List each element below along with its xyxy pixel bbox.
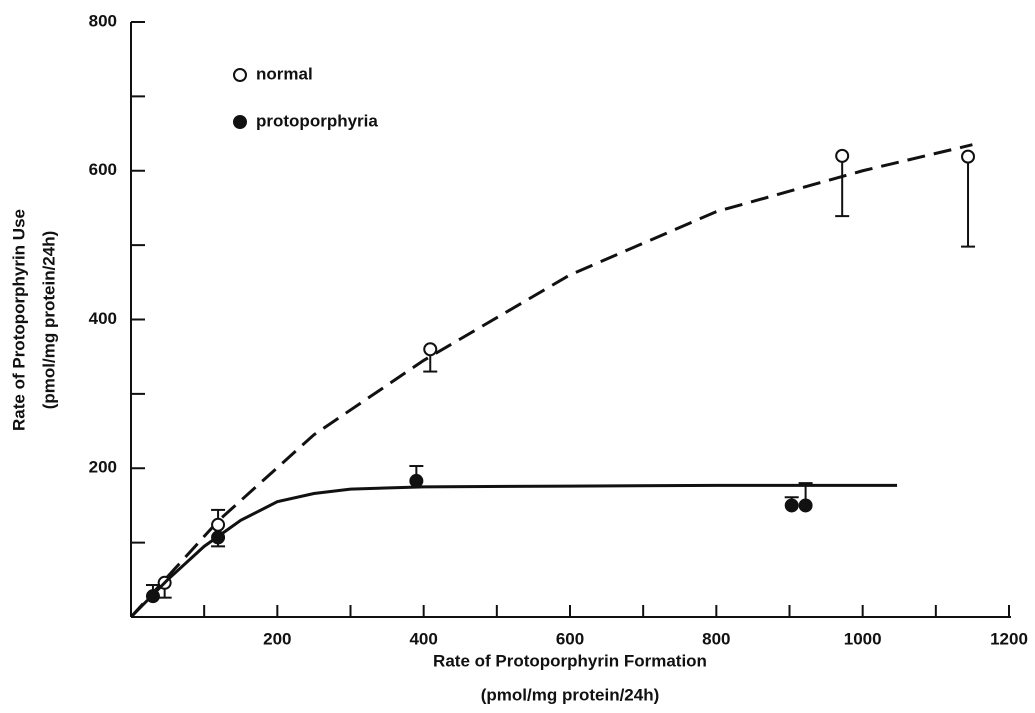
data-point	[798, 498, 813, 513]
data-point	[409, 473, 424, 488]
x-tick-label: 200	[263, 629, 291, 648]
x-tick-label: 600	[556, 629, 584, 648]
y-tick-label: 400	[89, 309, 117, 328]
x-tick-label: 1200	[990, 629, 1028, 648]
y-axis-label: (pmol/mg protein/24h)	[39, 231, 58, 410]
data-point	[835, 148, 850, 163]
legend-marker	[233, 68, 247, 82]
legend-marker	[233, 115, 247, 129]
x-tick-label: 400	[409, 629, 437, 648]
data-point	[423, 342, 438, 357]
legend-label: protoporphyria	[256, 111, 378, 130]
data-point	[211, 530, 226, 545]
x-axis-label: Rate of Protoporphyrin Formation	[433, 651, 707, 670]
x-tick-label: 800	[702, 629, 730, 648]
x-axis-label: (pmol/mg protein/24h)	[481, 685, 660, 704]
data-point	[211, 517, 226, 532]
data-point	[961, 149, 976, 164]
y-tick-label: 800	[89, 11, 117, 30]
y-tick-label: 600	[89, 160, 117, 179]
y-axis-label: Rate of Protoporphyrin Use	[9, 209, 28, 431]
x-tick-label: 1000	[844, 629, 882, 648]
data-point	[784, 498, 799, 513]
y-tick-label: 200	[89, 458, 117, 477]
fit-curve	[129, 483, 898, 619]
legend-label: normal	[256, 64, 313, 83]
data-point	[145, 589, 160, 604]
fit-curve	[129, 143, 973, 619]
